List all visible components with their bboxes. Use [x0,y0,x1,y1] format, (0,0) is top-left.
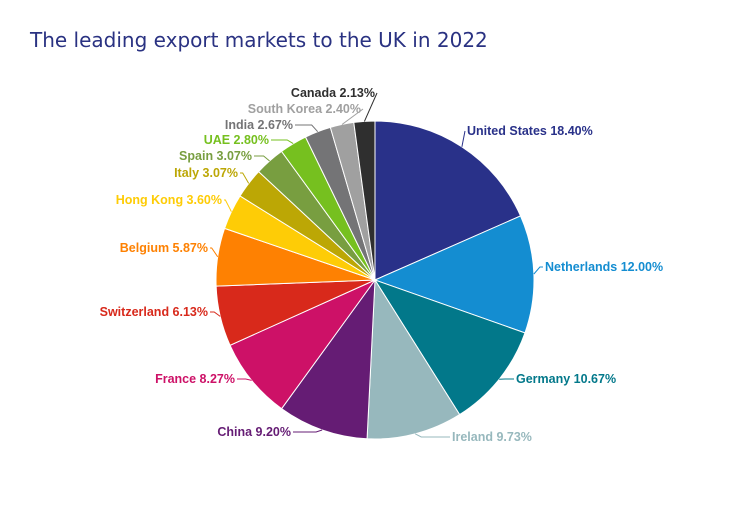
label-leader-lines [210,92,543,438]
slice-label-spain: Spain 3.07% [179,149,252,163]
leader-line-uae [271,139,294,145]
slice-label-china: China 9.20% [217,425,291,439]
leader-line-belgium [210,247,219,258]
slice-label-germany: Germany 10.67% [516,372,616,386]
slice-label-italy: Italy 3.07% [174,166,238,180]
leader-line-canada [363,92,378,122]
slice-label-canada: Canada 2.13% [291,86,375,100]
leader-line-china [293,429,323,433]
leader-line-south-korea [341,108,364,125]
leader-line-india [295,124,319,133]
slice-label-south-korea: South Korea 2.40% [248,102,361,116]
slice-label-ireland: Ireland 9.73% [452,430,532,444]
pie-slice-germany [373,279,526,416]
leader-line-switzerland [210,311,221,317]
slice-label-hong-kong: Hong Kong 3.60% [116,193,222,207]
leader-line-italy [240,172,250,184]
slice-labels: United States 18.40% Netherlands 12.00% Ge… [100,86,663,444]
slice-label-uae: UAE 2.80% [204,133,269,147]
leader-line-france [237,378,252,381]
pie-slice-china [280,278,376,440]
slice-label-india: India 2.67% [225,118,293,132]
slice-label-belgium: Belgium 5.87% [120,241,208,255]
slice-label-switzerland: Switzerland 6.13% [100,305,208,319]
leader-line-ireland [414,433,450,438]
leader-line-hong-kong [224,199,232,212]
pie-slice-united-states [374,120,522,281]
slice-label-united-states: United States 18.40% [467,124,593,138]
chart-title: The leading export markets to the UK in … [30,28,488,52]
leader-line-spain [254,155,270,162]
slice-label-netherlands: Netherlands 12.00% [545,260,663,274]
pie-slices [215,120,535,440]
slice-label-france: France 8.27% [155,372,235,386]
leader-line-netherlands [533,266,543,275]
leader-line-united-states [461,130,466,147]
